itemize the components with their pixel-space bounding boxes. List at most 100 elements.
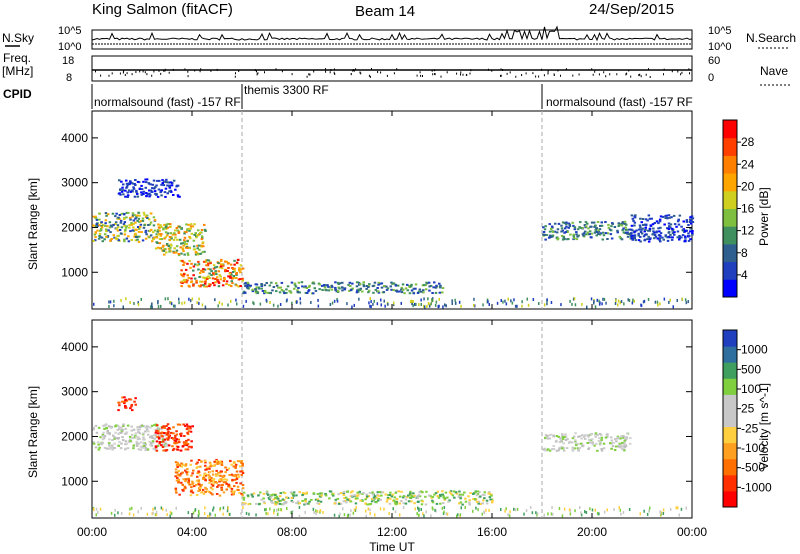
heatmap-cell xyxy=(224,268,228,271)
ground-scatter-cell xyxy=(97,510,99,514)
heatmap-cell xyxy=(195,279,198,282)
heatmap-cell xyxy=(571,448,574,451)
heatmap-cell xyxy=(658,230,661,233)
heatmap-cell xyxy=(671,236,674,239)
heatmap-cell xyxy=(147,218,151,221)
heatmap-cell xyxy=(203,277,207,279)
heatmap-cell xyxy=(609,436,613,439)
heatmap-cell xyxy=(588,233,591,236)
heatmap-cell xyxy=(308,500,311,503)
heatmap-cell xyxy=(148,236,151,239)
heatmap-cell xyxy=(230,490,233,493)
ground-scatter-cell xyxy=(662,512,665,515)
heatmap-cell xyxy=(215,474,218,477)
ground-scatter-cell xyxy=(437,305,439,309)
heatmap-cell xyxy=(158,247,162,250)
heatmap-cell xyxy=(626,228,629,231)
ground-scatter-cell xyxy=(346,302,348,306)
heatmap-cell xyxy=(163,248,167,251)
heatmap-cell xyxy=(125,216,128,219)
ground-scatter-cell xyxy=(95,513,97,517)
heatmap-cell xyxy=(252,492,256,495)
heatmap-cell xyxy=(195,479,199,482)
heatmap-cell xyxy=(311,282,314,285)
heatmap-cell xyxy=(259,491,262,494)
heatmap-cell xyxy=(214,270,217,273)
heatmap-cell xyxy=(181,242,184,245)
heatmap-cell xyxy=(394,289,398,292)
heatmap-cell xyxy=(659,232,663,235)
heatmap-cell xyxy=(148,192,151,195)
heatmap-cell xyxy=(121,400,124,403)
heatmap-cell xyxy=(246,284,249,287)
heatmap-cell xyxy=(170,190,173,193)
heatmap-cell xyxy=(419,490,423,493)
heatmap-cell xyxy=(166,438,170,441)
heatmap-cell xyxy=(598,233,602,236)
ground-scatter-cell xyxy=(422,512,424,516)
heatmap-cell xyxy=(214,278,217,280)
ground-scatter-cell xyxy=(573,297,576,301)
heatmap-cell xyxy=(118,217,121,220)
ground-scatter-cell xyxy=(187,511,190,515)
heatmap-cell xyxy=(653,231,656,234)
heatmap-cell xyxy=(153,219,157,222)
heatmap-cell xyxy=(124,405,127,407)
heatmap-cell xyxy=(191,480,194,483)
heatmap-cell xyxy=(663,223,666,226)
heatmap-cell xyxy=(180,242,183,245)
heatmap-cell xyxy=(185,243,188,245)
heatmap-cell xyxy=(150,444,154,447)
heatmap-cell xyxy=(362,281,365,284)
heatmap-cell xyxy=(431,495,435,498)
heatmap-cell xyxy=(177,195,180,198)
heatmap-cell xyxy=(424,284,427,287)
ground-scatter-cell xyxy=(459,513,462,517)
heatmap-cell xyxy=(560,445,564,448)
heatmap-cell xyxy=(219,478,222,481)
heatmap-cell xyxy=(434,291,438,294)
heatmap-cell xyxy=(136,438,140,441)
ground-scatter-cell xyxy=(108,300,110,304)
heatmap-cell xyxy=(575,444,578,447)
heatmap-cell xyxy=(270,494,273,497)
heatmap-cell xyxy=(577,435,580,438)
heatmap-cell xyxy=(158,442,161,445)
heatmap-cell xyxy=(177,470,180,472)
heatmap-cell xyxy=(433,493,436,496)
heatmap-cell xyxy=(125,442,129,445)
heatmap-cell xyxy=(312,292,315,295)
heatmap-cell xyxy=(235,272,238,274)
ground-scatter-cell xyxy=(157,305,160,309)
heatmap-cell xyxy=(189,225,193,228)
heatmap-cell xyxy=(186,473,189,476)
ground-scatter-cell xyxy=(617,299,620,303)
heatmap-cell xyxy=(633,237,636,239)
ground-scatter-cell xyxy=(245,511,248,515)
heatmap-cell xyxy=(634,239,638,242)
heatmap-cell xyxy=(161,179,164,182)
heatmap-cell xyxy=(98,212,101,215)
heatmap-cell xyxy=(172,437,175,440)
heatmap-cell xyxy=(174,489,178,492)
heatmap-cell xyxy=(389,497,392,500)
heatmap-cell xyxy=(176,194,180,197)
ground-scatter-cell xyxy=(603,510,606,514)
heatmap-cell xyxy=(263,284,267,287)
heatmap-cell xyxy=(589,439,593,442)
heatmap-cell xyxy=(156,432,160,435)
heatmap-cell xyxy=(342,492,346,495)
ground-scatter-cell xyxy=(242,506,244,509)
heatmap-cell xyxy=(186,468,189,471)
heatmap-cell xyxy=(96,441,100,444)
ground-scatter-cell xyxy=(411,302,413,306)
ground-scatter-cell xyxy=(662,508,665,512)
ground-scatter-cell xyxy=(315,512,317,516)
heatmap-cell xyxy=(97,448,101,451)
ground-scatter-cell xyxy=(269,301,271,304)
heatmap-cell xyxy=(148,195,151,198)
heatmap-cell xyxy=(181,488,184,491)
heatmap-cell xyxy=(387,494,390,497)
heatmap-cell xyxy=(368,491,372,494)
heatmap-cell xyxy=(165,432,168,435)
